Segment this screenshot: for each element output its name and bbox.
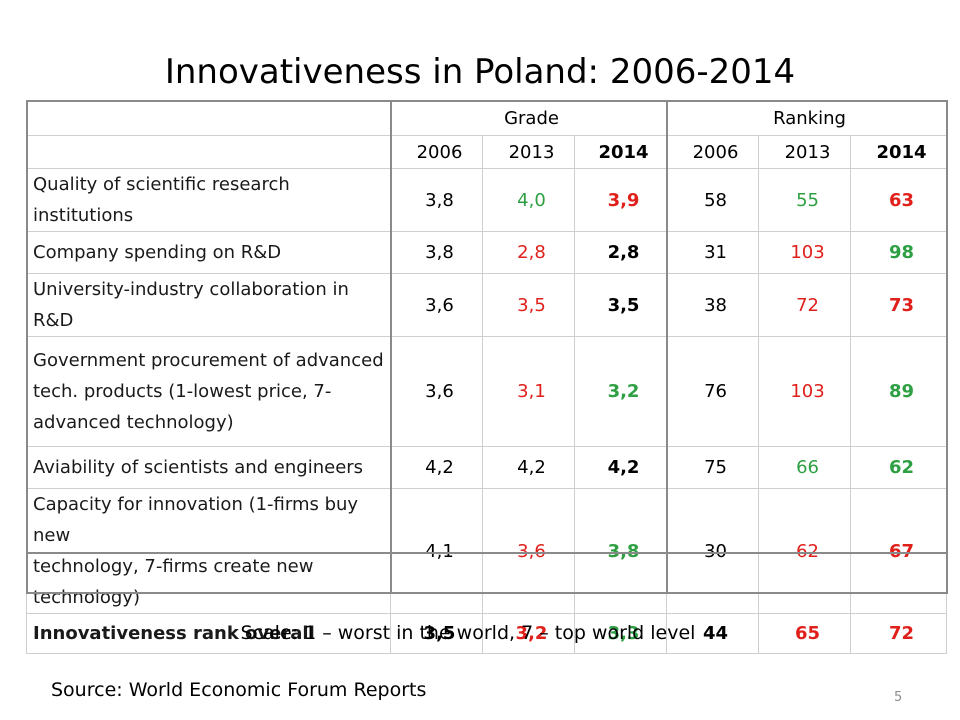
rank-2013-cell: 103 <box>758 231 852 274</box>
grade-2013-cell: 3,1 <box>482 336 575 447</box>
grade-2013-cell: 3,6 <box>482 488 575 614</box>
rank-2006-cell: 38 <box>666 273 760 337</box>
row-label: Aviability of scientists and engineers <box>26 446 391 489</box>
rank-2006-cell: 30 <box>666 488 760 614</box>
rank-2013-cell: 103 <box>758 336 852 447</box>
rank-2014-cell: 67 <box>850 488 948 614</box>
corner-cell-2 <box>26 135 391 169</box>
table-row: Quality of scientific research instituti… <box>26 168 948 232</box>
grade-2006-cell: 3,8 <box>390 168 483 232</box>
year-header-grade-2014: 2014 <box>573 135 668 169</box>
row-label: Capacity for innovation (1-firms buy new… <box>26 488 391 614</box>
year-header-rank-2013: 2013 <box>758 135 852 169</box>
rank-2006-cell: 31 <box>666 231 760 274</box>
group-header-ranking: Ranking <box>666 100 948 136</box>
row-label-line: tech. products (1-lowest price, 7- <box>33 381 332 402</box>
row-label: Government procurement of advanced tech.… <box>26 336 391 447</box>
grade-2014-cell: 3,2 <box>573 336 668 447</box>
source-note: Source: World Economic Forum Reports <box>51 679 427 701</box>
row-label-line: Government procurement of advanced <box>33 350 384 371</box>
row-label: Innovativeness rank overall <box>26 613 391 654</box>
year-header-grade-2006: 2006 <box>390 135 483 169</box>
grade-2014-cell: 3,5 <box>573 273 668 337</box>
table-row: Aviability of scientists and engineers 4… <box>26 446 948 489</box>
grade-2006-cell: 3,8 <box>390 231 483 274</box>
rank-2013-cell: 62 <box>758 488 852 614</box>
grade-2014-cell: 3,9 <box>573 168 668 232</box>
rank-2014-cell: 63 <box>850 168 948 232</box>
grade-2014-cell: 2,8 <box>573 231 668 274</box>
row-label: Company spending on R&D <box>26 231 391 274</box>
rank-2013-cell: 72 <box>758 273 852 337</box>
innovation-table: Grade Ranking 2006 2013 2014 2006 2013 2… <box>26 100 948 654</box>
year-header-row: 2006 2013 2014 2006 2013 2014 <box>26 135 948 169</box>
grade-2013-cell: 3,5 <box>482 273 575 337</box>
table-row: Innovativeness rank overall 3,5 3,2 3,3 … <box>26 613 948 654</box>
table-row: University-industry collaboration in R&D… <box>26 273 948 337</box>
grade-2006-cell: 4,2 <box>390 446 483 489</box>
row-label-line: advanced technology) <box>33 412 234 433</box>
grade-2006-cell: 4,1 <box>390 488 483 614</box>
rank-2006-cell: 76 <box>666 336 760 447</box>
table-row: Company spending on R&D 3,8 2,8 2,8 31 1… <box>26 231 948 274</box>
row-label-line: technology, 7-firms create new <box>33 556 314 577</box>
grade-2013-cell: 2,8 <box>482 231 575 274</box>
rank-2013-cell: 55 <box>758 168 852 232</box>
rank-2006-cell: 58 <box>666 168 760 232</box>
rank-2014-cell: 72 <box>850 613 948 654</box>
year-header-grade-2013: 2013 <box>482 135 575 169</box>
row-label: Quality of scientific research instituti… <box>26 168 391 232</box>
rank-2014-cell: 89 <box>850 336 948 447</box>
grade-2014-cell: 3,8 <box>573 488 668 614</box>
rank-2006-cell: 75 <box>666 446 760 489</box>
page-number: 5 <box>894 690 903 705</box>
rank-2014-cell: 62 <box>850 446 948 489</box>
grade-2006-cell: 3,6 <box>390 336 483 447</box>
table-row: Government procurement of advanced tech.… <box>26 336 948 447</box>
rank-2013-cell: 66 <box>758 446 852 489</box>
grade-2013-cell: 4,0 <box>482 168 575 232</box>
year-header-rank-2006: 2006 <box>666 135 760 169</box>
rank-2014-cell: 73 <box>850 273 948 337</box>
row-label-line: technology) <box>33 587 140 608</box>
rank-2014-cell: 98 <box>850 231 948 274</box>
year-header-rank-2014: 2014 <box>850 135 948 169</box>
grade-2013-cell: 4,2 <box>482 446 575 489</box>
row-label: University-industry collaboration in R&D <box>26 273 391 337</box>
table-row: Capacity for innovation (1-firms buy new… <box>26 488 948 614</box>
grade-2006-cell: 3,5 <box>390 613 483 654</box>
grade-2014-cell: 4,2 <box>573 446 668 489</box>
slide-title: Innovativeness in Poland: 2006-2014 <box>164 52 796 92</box>
grade-2006-cell: 3,6 <box>390 273 483 337</box>
group-header-grade: Grade <box>389 100 668 136</box>
grade-2014-cell: 3,3 <box>573 613 668 654</box>
group-header-row: Grade Ranking <box>26 100 948 136</box>
data-table: Grade Ranking 2006 2013 2014 2006 2013 2… <box>26 100 948 654</box>
scale-note: Scale: 1 – worst in the world, 7 – top w… <box>240 622 696 644</box>
corner-cell <box>26 100 391 136</box>
row-label-line: Capacity for innovation (1-firms buy new <box>33 494 359 546</box>
